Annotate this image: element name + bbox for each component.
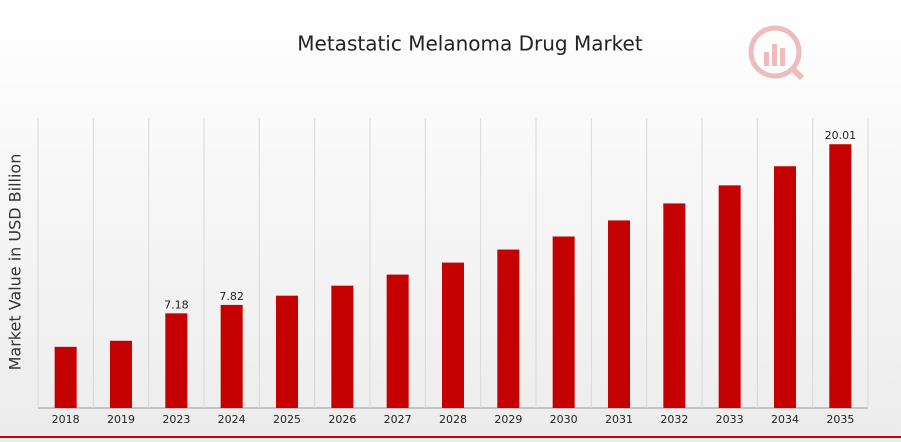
- x-tick-label: 2023: [162, 413, 190, 426]
- x-tick-label: 2028: [439, 413, 467, 426]
- x-tick-label: 2026: [328, 413, 356, 426]
- x-tick-label: 2029: [494, 413, 522, 426]
- value-label: 7.18: [164, 298, 189, 311]
- bar: [386, 274, 409, 408]
- bar: [663, 203, 686, 408]
- bar: [165, 313, 188, 408]
- bar: [331, 285, 354, 408]
- bar: [220, 304, 243, 408]
- bar: [497, 249, 520, 408]
- x-tick-label: 2031: [605, 413, 633, 426]
- bar: [774, 166, 796, 408]
- x-tick-label: 2035: [826, 413, 854, 426]
- bar: [54, 346, 77, 408]
- x-tick-label: 2019: [107, 413, 135, 426]
- x-tick-label: 2030: [550, 413, 578, 426]
- x-tick-label: 2027: [384, 413, 412, 426]
- x-tick-label: 2024: [218, 413, 246, 426]
- bar: [608, 220, 630, 408]
- bar: [829, 144, 852, 408]
- chart-title: Metastatic Melanoma Drug Market: [297, 32, 643, 56]
- x-tick-label: 2025: [273, 413, 301, 426]
- x-tick-label: 2034: [771, 413, 799, 426]
- bar: [552, 236, 575, 408]
- bar: [276, 295, 298, 408]
- value-label: 20.01: [825, 129, 857, 142]
- value-label: 7.82: [219, 290, 244, 303]
- bar: [442, 262, 464, 408]
- x-tick-label: 2033: [716, 413, 744, 426]
- y-axis-title: Market Value in USD Billion: [6, 154, 25, 371]
- bar: [110, 340, 132, 408]
- logo: [748, 25, 805, 81]
- x-tick-label: 2018: [52, 413, 80, 426]
- bar: [718, 185, 741, 408]
- x-tick-label: 2032: [660, 413, 688, 426]
